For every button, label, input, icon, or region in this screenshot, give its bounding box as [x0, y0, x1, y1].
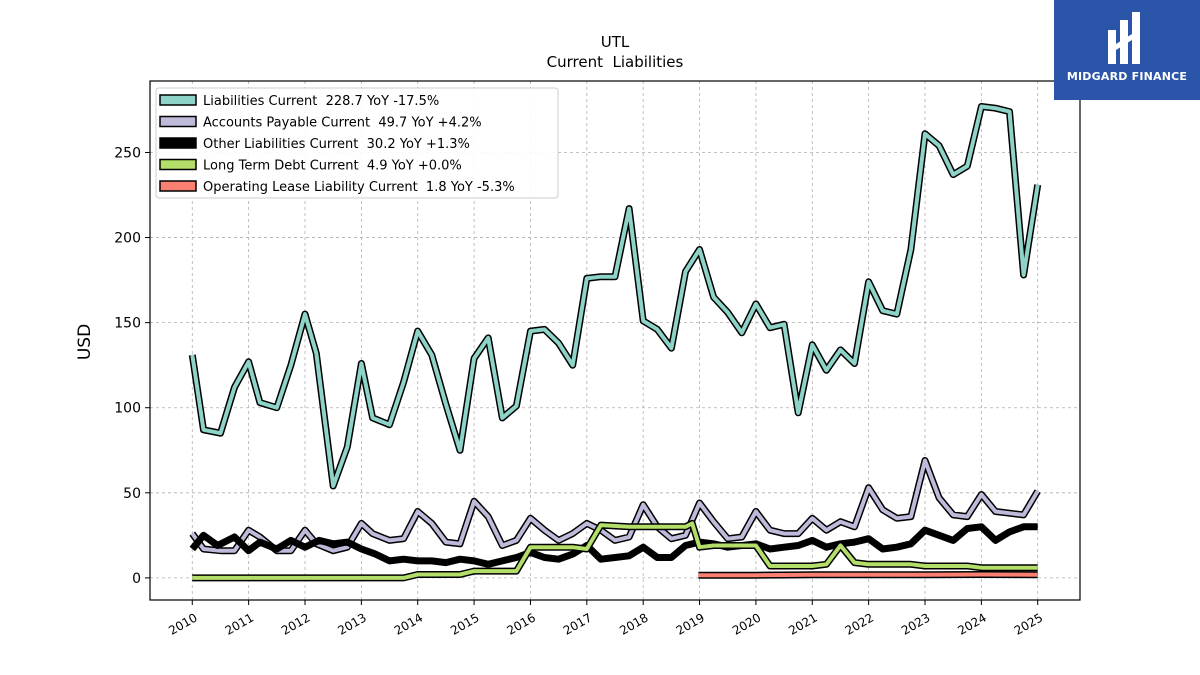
legend-swatch: [159, 158, 197, 171]
series-lines: [188, 103, 1042, 582]
plot-frame: [149, 80, 1081, 601]
x-tick-label: 2019: [674, 610, 707, 637]
legend: Liabilities Current 228.7 YoY -17.5% Acco…: [155, 87, 559, 199]
midgard-logo-icon: [1108, 12, 1140, 64]
series-line-path: [192, 521, 1038, 580]
y-tick-label: 150: [114, 316, 141, 332]
legend-swatch: [159, 180, 197, 192]
y-tick-label: 200: [114, 231, 141, 247]
x-tick-label: 2025: [1012, 610, 1045, 637]
x-tick-label: 2024: [955, 610, 988, 637]
x-tick-label: 2012: [279, 610, 312, 637]
brand-name: MIDGARD FINANCE: [1066, 70, 1188, 83]
x-tick-label: 2020: [730, 610, 763, 637]
legend-box: [155, 87, 559, 199]
series-line: [188, 103, 1042, 490]
x-tick-label: 2017: [561, 610, 594, 637]
x-tick-label: 2011: [223, 610, 256, 637]
legend-swatch: [159, 137, 197, 149]
legend-entry: Liabilities Current 228.7 YoY -17.5%: [203, 94, 439, 109]
legend-entry: Accounts Payable Current 49.7 YoY +4.2%: [203, 116, 482, 131]
y-tick-label: 50: [123, 486, 141, 502]
series-line-path: [698, 572, 1038, 578]
brand-logo: MIDGARD FINANCE: [1054, 0, 1200, 100]
x-tick-label: 2018: [617, 610, 650, 637]
legend-swatch: [159, 115, 197, 128]
x-tick-label: 2021: [786, 610, 819, 637]
series-line: [189, 457, 1041, 555]
legend-entry: Long Term Debt Current 4.9 YoY +0.0%: [203, 159, 462, 174]
chart-title: UTL: [601, 33, 630, 51]
series-line-path: [190, 104, 1040, 488]
x-tick-label: 2023: [899, 610, 932, 637]
legend-entry: Operating Lease Liability Current 1.8 Yo…: [203, 180, 515, 195]
chart-subtitle: Current Liabilities: [547, 53, 684, 71]
y-tick-label: 100: [114, 401, 141, 417]
x-tick-label: 2015: [448, 610, 481, 637]
series-line: [698, 571, 1038, 579]
x-tick-label: 2014: [392, 610, 425, 637]
series-line: [192, 519, 1038, 582]
x-tick-label: 2022: [843, 610, 876, 637]
series-line-path: [189, 523, 1038, 568]
x-tick-label: 2013: [335, 610, 368, 637]
x-tick-label: 2016: [505, 610, 538, 637]
y-axis-label: USD: [75, 324, 95, 360]
series-line-outline: [192, 519, 1038, 582]
series-line: [189, 523, 1038, 568]
legend-swatch: [159, 94, 197, 106]
y-tick-label: 250: [114, 145, 141, 161]
legend-entry: Other Liabilities Current 30.2 YoY +1.3%: [203, 137, 470, 152]
series-line-path: [190, 458, 1040, 553]
y-tick-label: 0: [132, 571, 141, 587]
x-tick-label: 2010: [166, 610, 199, 637]
